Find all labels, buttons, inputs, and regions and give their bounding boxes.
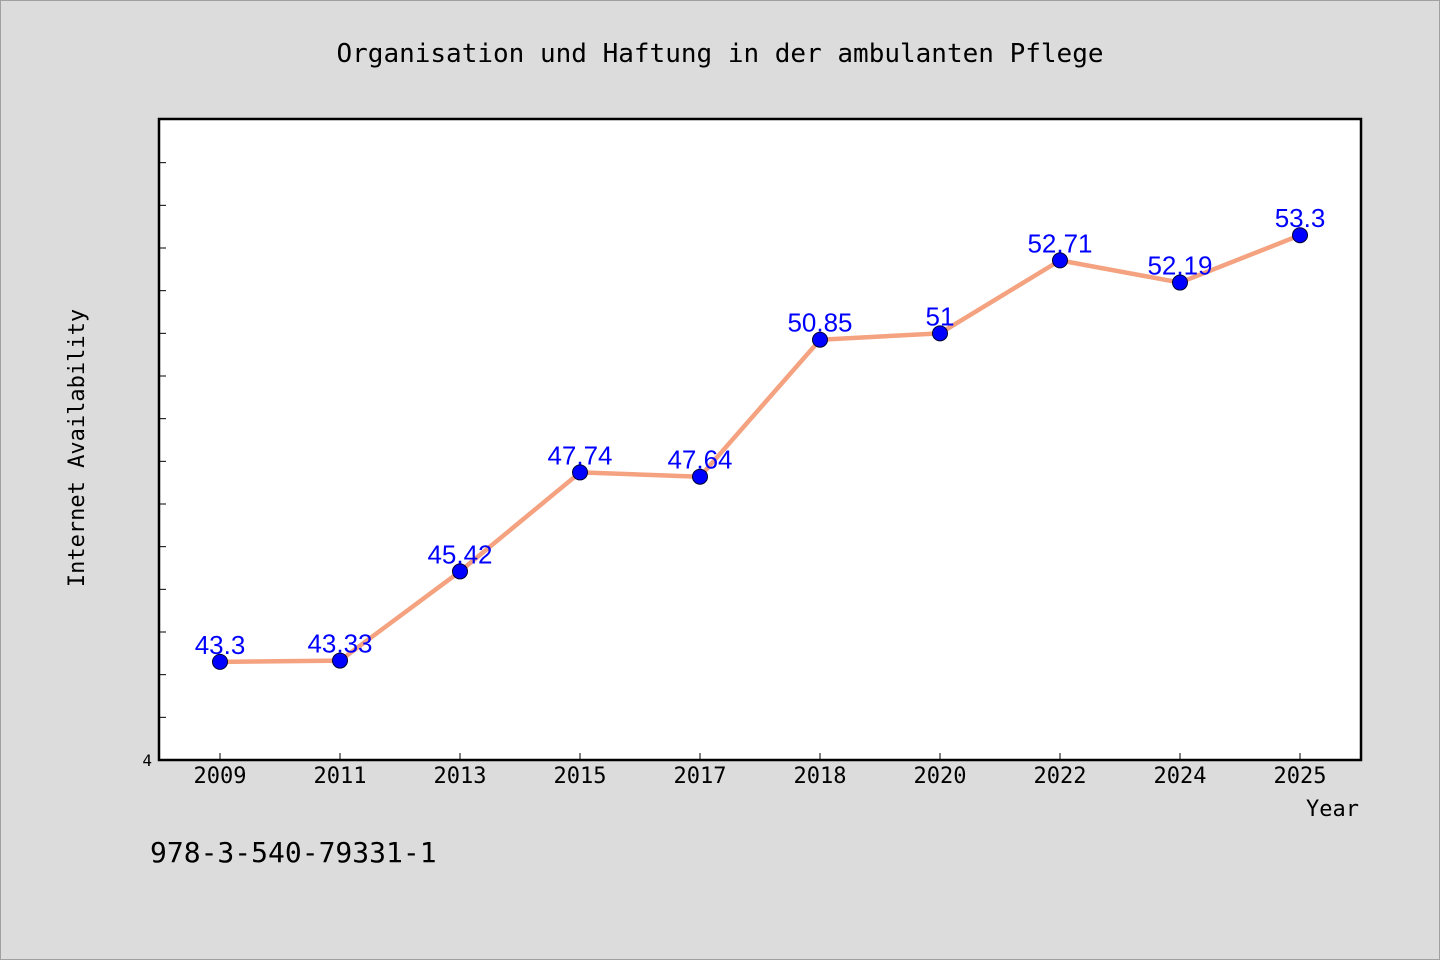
- data-label: 52.71: [1027, 228, 1092, 258]
- data-point: [572, 464, 588, 481]
- x-tick-label: 2020: [914, 764, 967, 789]
- x-tick-label: 2024: [1154, 764, 1207, 789]
- x-tick-label: 2013: [434, 764, 487, 789]
- x-axis-ticks: 2009 2011 2013 2015 2017 2018 2020 2022 2024 2025: [194, 753, 1327, 789]
- data-point: [1292, 227, 1308, 244]
- data-point: [932, 325, 948, 342]
- y-axis-label: Internet Availability: [65, 309, 90, 587]
- x-tick-label: 2011: [314, 764, 367, 789]
- x-tick-label: 2015: [554, 764, 607, 789]
- x-tick-label: 2018: [794, 764, 847, 789]
- data-label: 52.19: [1147, 251, 1212, 281]
- y-axis-ticks: 4: [142, 162, 166, 770]
- data-label: 43.3: [195, 630, 246, 660]
- plot-area: [157, 117, 1363, 762]
- data-point: [1052, 252, 1068, 269]
- x-tick-label: 2017: [674, 764, 727, 789]
- data-label: 45.42: [427, 539, 492, 569]
- data-point: [692, 468, 708, 485]
- data-label: 51: [926, 301, 955, 331]
- series-line: [217, 232, 1303, 665]
- x-tick-label: 2009: [194, 764, 247, 789]
- data-label: 53.3: [1275, 203, 1326, 233]
- data-label: 47.64: [667, 445, 732, 475]
- data-point: [812, 331, 828, 348]
- chart-title: Organisation und Haftung in der ambulant…: [336, 39, 1103, 69]
- x-tick-label: 2025: [1274, 764, 1327, 789]
- y-tick-label: 4: [142, 751, 152, 770]
- data-label: 50.85: [787, 308, 852, 338]
- data-label: 43.33: [307, 629, 372, 659]
- series: 43.3 43.33 45.42 47.74 47.64 50.85 51 52.71 52.1…: [195, 203, 1326, 670]
- footer-isbn-text: 978-3-540-79331-1: [150, 836, 437, 869]
- data-label: 47.74: [547, 440, 612, 470]
- x-axis-label: Year: [1306, 797, 1359, 822]
- data-point: [452, 563, 468, 580]
- x-tick-label: 2022: [1034, 764, 1087, 789]
- data-point: [332, 652, 348, 669]
- data-point: [212, 653, 228, 670]
- data-point: [1172, 274, 1188, 291]
